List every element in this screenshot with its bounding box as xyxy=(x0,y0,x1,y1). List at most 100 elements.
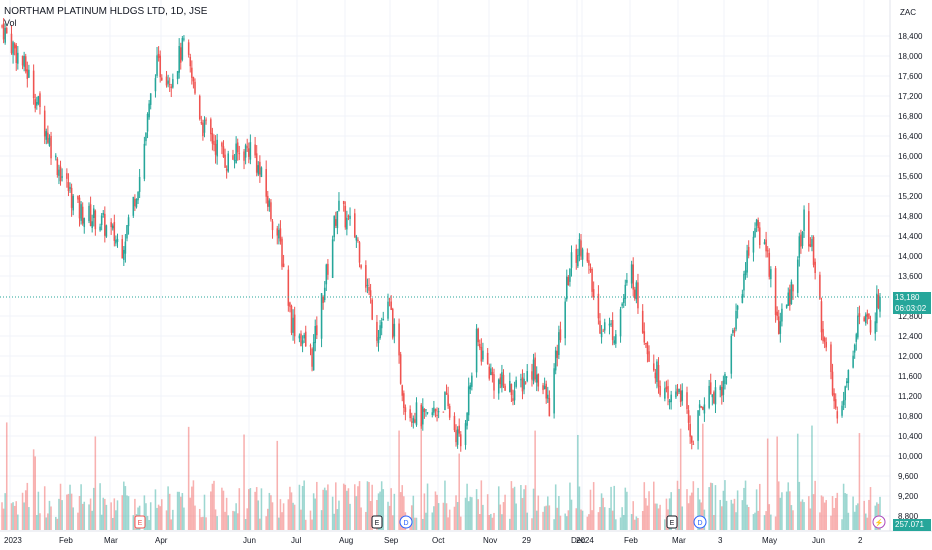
candle-body xyxy=(652,363,655,371)
volume-bar xyxy=(292,502,294,530)
time-tick-label: May xyxy=(762,536,777,545)
candle-body xyxy=(88,205,90,222)
earnings-marker[interactable] xyxy=(371,515,383,529)
candle-body xyxy=(323,287,326,301)
candle-body xyxy=(830,344,832,372)
volume-bar xyxy=(369,501,372,530)
candle-body xyxy=(316,325,318,336)
time-tick-label: Jul xyxy=(291,536,301,545)
candle-body xyxy=(456,429,459,445)
candle-body xyxy=(399,354,402,384)
volume-bar xyxy=(325,490,328,530)
candle-body xyxy=(249,142,252,160)
volume-bar xyxy=(643,482,646,530)
candle-body xyxy=(124,241,127,254)
candle-body xyxy=(213,140,215,145)
volume-bar xyxy=(558,496,560,530)
volume-bar xyxy=(426,483,429,530)
dividend-marker[interactable] xyxy=(399,515,413,529)
volume-bar xyxy=(763,515,766,530)
earnings-marker[interactable] xyxy=(666,515,678,529)
candle-body xyxy=(589,269,592,271)
candle-body xyxy=(442,411,445,413)
volume-bar xyxy=(610,486,612,530)
currency-label[interactable]: ZAC xyxy=(900,8,916,17)
countdown-value: 06:03:02 xyxy=(895,304,927,313)
volume-bar xyxy=(599,506,601,530)
volume-bar xyxy=(390,488,392,530)
volume-bar xyxy=(312,493,315,530)
candle-body xyxy=(314,326,317,344)
last-price-tag: 13,180 06:03:02 xyxy=(893,292,931,314)
volume-bar xyxy=(183,507,185,530)
split-marker[interactable] xyxy=(872,515,886,529)
candle-body xyxy=(12,42,14,55)
candle-body xyxy=(214,143,217,155)
candle-body xyxy=(342,201,345,204)
price-tick-label: 11,600 xyxy=(898,372,922,381)
candle-body xyxy=(657,365,660,387)
candle-body xyxy=(336,211,339,229)
candle-body xyxy=(434,409,437,412)
volume-bar xyxy=(5,422,8,530)
volume-bar xyxy=(444,480,446,530)
volume-bar xyxy=(864,513,867,530)
candle-body xyxy=(377,337,380,344)
candle-body xyxy=(622,298,625,304)
price-axis[interactable]: 18,400 18,000 17,600 17,200 16,800 16,400 16,0… xyxy=(898,32,923,521)
volume-bar xyxy=(257,500,260,530)
volume-bar xyxy=(632,501,634,530)
volume-bar xyxy=(309,510,312,530)
volume-bar xyxy=(635,516,638,530)
price-tick-label: 16,800 xyxy=(898,112,923,121)
earnings-marker[interactable] xyxy=(134,515,146,529)
volume-bar xyxy=(645,498,647,530)
volume-bar xyxy=(338,500,340,530)
candle-body xyxy=(325,264,328,285)
volume-bar xyxy=(59,483,62,530)
candle-body xyxy=(575,249,578,263)
volume-bar xyxy=(622,515,625,530)
price-tick-label: 13,600 xyxy=(898,272,923,281)
dividend-marker[interactable] xyxy=(693,515,707,529)
candle-body xyxy=(32,70,35,99)
candle-body xyxy=(425,409,427,411)
volume-bar xyxy=(630,514,633,530)
candle-body xyxy=(172,79,174,88)
volume-bar xyxy=(467,501,470,530)
volume-bar xyxy=(300,509,302,530)
volume-bar xyxy=(255,487,258,530)
volume-bar xyxy=(165,510,168,530)
candle-body xyxy=(736,305,739,310)
candle-body xyxy=(630,264,633,284)
candle-body xyxy=(448,406,451,418)
candle-body xyxy=(347,215,350,217)
volume-bar xyxy=(591,510,593,530)
candle-body xyxy=(224,154,226,168)
volume-bar xyxy=(187,426,190,530)
candle-body xyxy=(187,42,190,55)
time-tick-label: 2023 xyxy=(4,536,22,545)
volume-bar xyxy=(524,485,527,530)
candle-body xyxy=(121,239,124,259)
volume-bar xyxy=(420,422,423,530)
time-axis[interactable]: 2023 Feb Mar Apr Jun Jul Aug Sep Oct Nov 29 Dec2024… xyxy=(4,536,863,545)
candle-body xyxy=(535,374,538,383)
candle-body xyxy=(466,413,468,426)
candle-body xyxy=(619,309,622,337)
volume-bar xyxy=(311,519,313,530)
volume-bar xyxy=(711,483,714,530)
volume-bar xyxy=(857,503,859,530)
volume-bar xyxy=(569,482,571,530)
volume-bar xyxy=(515,503,517,530)
candle-body xyxy=(564,301,566,339)
time-tick-label: Oct xyxy=(432,536,445,545)
volume-bar xyxy=(656,503,658,530)
volume-bar xyxy=(790,505,793,530)
volume-bar xyxy=(154,489,157,530)
volume-bar xyxy=(214,509,217,530)
candle-body xyxy=(145,132,147,142)
candle-body xyxy=(257,165,260,175)
volume-bar xyxy=(708,487,710,530)
